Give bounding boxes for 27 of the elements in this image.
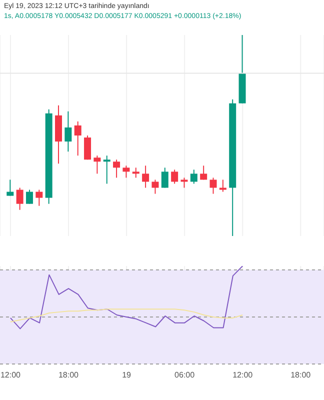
candlestick [6,179,14,196]
candlestick [74,120,82,156]
x-tick-label: 12:00 [0,370,22,380]
candlestick [171,169,178,184]
candlestick [142,165,150,188]
x-tick-label: 19 [122,370,132,380]
candlestick [113,159,120,178]
x-tick-label: 18:00 [290,370,312,380]
candlestick [84,135,92,160]
candlestick [36,189,43,206]
candlestick [190,169,198,184]
candlestick [103,155,110,184]
candlestick [122,165,130,178]
candlestick [210,177,217,194]
x-tick-label: 06:00 [174,370,196,380]
candlestick [132,167,140,178]
candlestick [64,110,72,152]
candlestick [180,177,188,188]
candlestick [200,165,208,180]
candlestick [16,187,24,210]
candlestick [152,179,159,194]
candlestick [161,167,168,188]
candlestick [219,179,226,192]
x-tick-label: 12:00 [232,370,254,380]
candlestick [26,189,33,204]
x-tick-label: 18:00 [58,370,80,380]
candlestick [94,155,101,174]
